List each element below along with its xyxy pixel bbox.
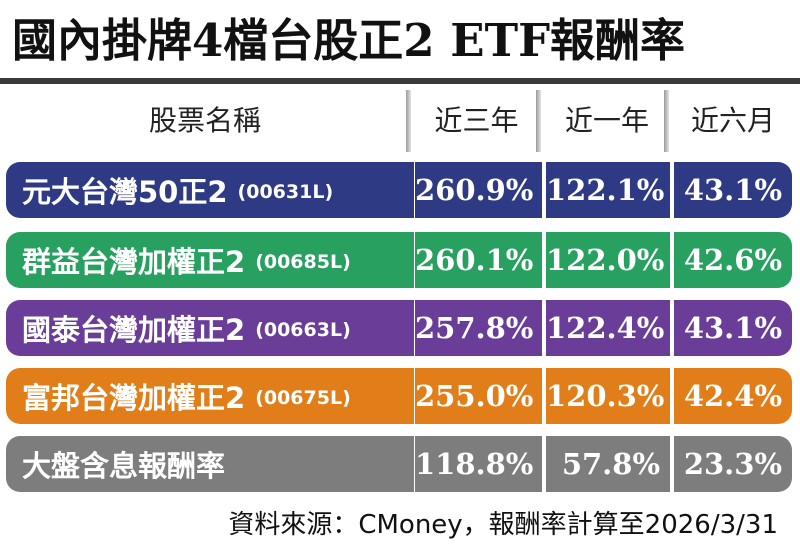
table-row: 元大台灣50正2 (00631L) 260.9% 122.1% 43.1% <box>6 162 792 218</box>
table-row: 大盤含息報酬率 118.8% 57.8% 23.3% <box>6 436 792 492</box>
chart-title: 國內掛牌4檔台股正2 ETF報酬率 <box>12 14 686 67</box>
table-row: 富邦台灣加權正2 (00675L) 255.0% 120.3% 42.4% <box>6 368 792 424</box>
table-row: 國泰台灣加權正2 (00663L) 257.8% 122.4% 43.1% <box>6 300 792 356</box>
fund-code: (00663L) <box>255 319 351 341</box>
row-name-cell: 富邦台灣加權正2 (00675L) <box>6 368 414 424</box>
fund-code: (00685L) <box>255 251 351 273</box>
value-1-year: 122.4% <box>546 300 670 356</box>
header-1-year: 近一年 <box>564 104 649 137</box>
header-6-month: 近六月 <box>690 104 775 137</box>
header-name-column: 股票名稱 <box>148 104 261 137</box>
source-note: 資料來源：CMoney，報酬率計算至2026/3/31 <box>228 510 778 540</box>
fund-name: 大盤含息報酬率 <box>22 449 226 483</box>
header-separator <box>536 90 541 152</box>
fund-name: 國泰台灣加權正2 <box>22 313 246 347</box>
value-6-month: 42.4% <box>674 368 792 424</box>
value-3-year: 257.8% <box>415 300 542 356</box>
value-6-month: 43.1% <box>674 300 792 356</box>
table-row: 群益台灣加權正2 (00685L) 260.1% 122.0% 42.6% <box>6 232 792 288</box>
value-3-year: 255.0% <box>415 368 542 424</box>
row-name-cell: 大盤含息報酬率 <box>6 436 414 492</box>
value-1-year: 122.1% <box>546 162 670 218</box>
row-name-cell: 群益台灣加權正2 (00685L) <box>6 232 414 288</box>
header-separator <box>406 90 411 152</box>
fund-code: (00631L) <box>237 181 334 203</box>
table-header: 股票名稱 近三年 近一年 近六月 <box>0 90 800 152</box>
fund-code: (00675L) <box>255 387 351 409</box>
value-1-year: 120.3% <box>546 368 670 424</box>
header-3-year: 近三年 <box>434 104 519 137</box>
row-name-cell: 元大台灣50正2 (00631L) <box>6 162 414 218</box>
fund-name: 富邦台灣加權正2 <box>22 381 246 415</box>
value-1-year: 122.0% <box>546 232 670 288</box>
value-3-year: 260.1% <box>415 232 542 288</box>
title-divider <box>0 78 800 84</box>
fund-name: 群益台灣加權正2 <box>22 245 246 279</box>
row-name-cell: 國泰台灣加權正2 (00663L) <box>6 300 414 356</box>
header-separator <box>664 90 669 152</box>
value-6-month: 43.1% <box>674 162 792 218</box>
value-3-year: 260.9% <box>415 162 542 218</box>
value-3-year: 118.8% <box>415 436 542 492</box>
fund-name: 元大台灣50正2 <box>22 175 228 209</box>
value-6-month: 42.6% <box>674 232 792 288</box>
value-6-month: 23.3% <box>674 436 792 492</box>
value-1-year: 57.8% <box>546 436 670 492</box>
